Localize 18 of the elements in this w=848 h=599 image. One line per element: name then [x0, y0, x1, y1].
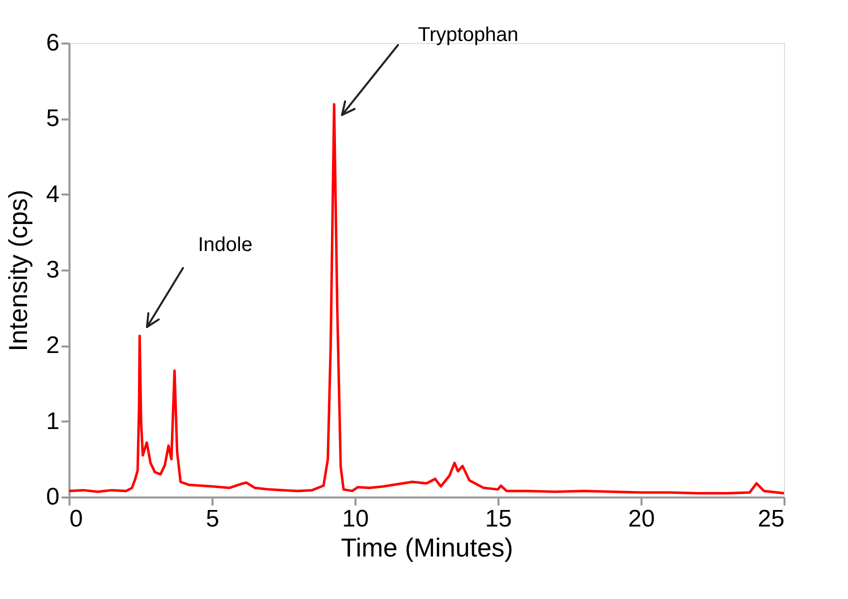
annotation: Tryptophan: [418, 24, 518, 46]
x-tick-label: 5: [206, 506, 220, 532]
y-tick-label: 1: [46, 408, 60, 435]
x-tick-label: 25: [758, 506, 784, 532]
y-tick-label: 4: [46, 180, 60, 208]
annotation: Indole: [198, 234, 252, 256]
x-tick-label: 15: [485, 506, 512, 532]
x-tick-label: 20: [628, 506, 655, 532]
x-tick-label: 0: [70, 506, 83, 532]
line-series: [68, 103, 786, 494]
y-tick-label: 3: [46, 256, 60, 284]
y-tick-label: 2: [46, 332, 60, 360]
y-tick-label: 0: [46, 484, 60, 510]
x-tick-label: 10: [342, 506, 369, 532]
y-axis-title: Intensity (cps): [3, 190, 34, 352]
y-tick-label: 6: [46, 30, 60, 56]
y-tick-label: 5: [46, 105, 60, 132]
x-axis-title: Time (Minutes): [340, 532, 514, 562]
